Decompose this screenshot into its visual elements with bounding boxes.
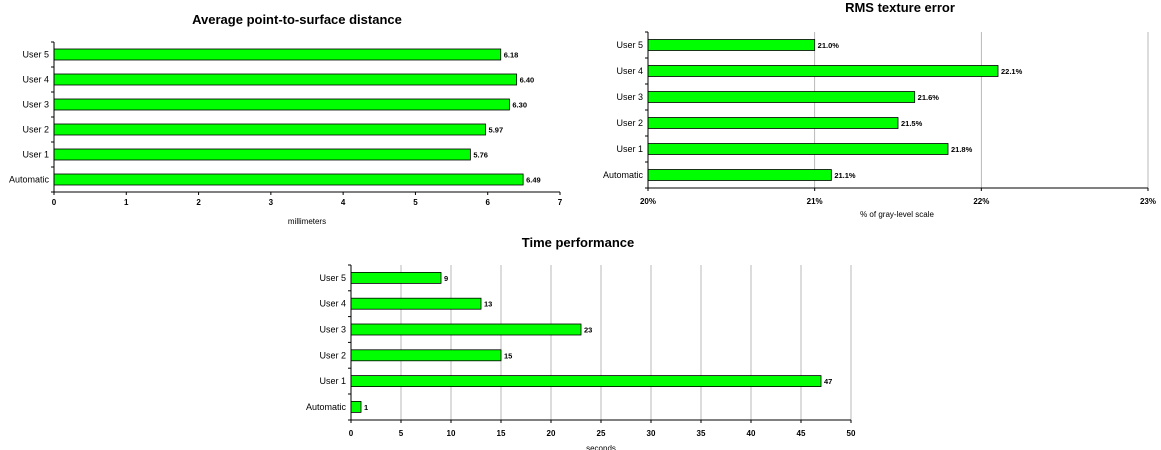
chart-rms-texture-error: RMS texture error User 5 21.0% User 4 22.1%… — [603, 0, 1156, 219]
x-tick-label: 10 — [447, 429, 456, 438]
x-tick-label: 6 — [485, 198, 490, 207]
x-tick-label: 5 — [399, 429, 404, 438]
x-tick-label: 0 — [349, 429, 354, 438]
chart-title: Time performance — [522, 235, 634, 250]
bar — [53, 98, 510, 111]
bar — [647, 169, 832, 181]
category-label: User 4 — [22, 75, 49, 85]
category-label: User 2 — [22, 125, 49, 135]
bar — [53, 123, 486, 136]
bar — [350, 400, 362, 413]
bar — [647, 39, 816, 51]
x-tick-label: 20 — [547, 429, 556, 438]
bar — [53, 173, 524, 186]
value-label: 23 — [584, 326, 592, 335]
x-tick-label: 0 — [52, 198, 57, 207]
bar — [647, 91, 916, 103]
bar — [647, 65, 999, 77]
value-label: 6.18 — [504, 51, 519, 60]
value-label: 15 — [504, 351, 512, 360]
x-tick-label: 1 — [124, 198, 129, 207]
bar — [350, 323, 582, 336]
value-label: 21.5% — [901, 119, 923, 128]
value-label: 6.30 — [512, 101, 527, 110]
x-tick-label: 35 — [697, 429, 706, 438]
category-label: User 2 — [616, 118, 643, 128]
value-label: 21.8% — [951, 145, 973, 154]
x-tick-label: 45 — [797, 429, 806, 438]
bar — [647, 117, 899, 129]
bar — [350, 271, 442, 284]
x-tick-label: 4 — [341, 198, 346, 207]
bar — [350, 297, 482, 310]
x-axis-label: % of gray-level scale — [860, 210, 934, 219]
x-tick-label: 2 — [196, 198, 201, 207]
bar — [53, 148, 471, 161]
x-axis-label: seconds — [586, 444, 616, 450]
bar — [53, 73, 518, 86]
category-label: User 5 — [22, 50, 49, 60]
chart-title: RMS texture error — [845, 0, 955, 15]
x-tick-label: 50 — [847, 429, 856, 438]
value-label: 22.1% — [1001, 67, 1023, 76]
x-tick-label: 5 — [413, 198, 418, 207]
category-label: User 4 — [319, 299, 346, 309]
x-axis-label: millimeters — [288, 217, 326, 226]
category-label: User 4 — [616, 66, 643, 76]
x-tick-label: 30 — [647, 429, 656, 438]
category-label: User 5 — [616, 40, 643, 50]
x-tick-label: 20% — [640, 197, 656, 206]
bar — [350, 349, 502, 362]
chart-title: Average point-to-surface distance — [192, 12, 402, 27]
value-label: 21.0% — [818, 41, 840, 50]
bar — [647, 143, 949, 155]
category-label: User 1 — [319, 376, 346, 386]
value-label: 9 — [444, 274, 448, 283]
x-tick-label: 15 — [497, 429, 506, 438]
bar — [53, 48, 502, 61]
chart-point-to-surface: Average point-to-surface distance User 5… — [9, 12, 563, 226]
value-label: 5.97 — [489, 126, 504, 135]
value-label: 21.6% — [918, 93, 940, 102]
value-label: 6.49 — [526, 176, 541, 185]
x-tick-label: 7 — [558, 198, 563, 207]
chart-time-performance: Time performance User 5 9 User 4 13 User 3 23… — [306, 235, 856, 450]
category-label: Automatic — [306, 402, 347, 412]
x-tick-label: 3 — [269, 198, 274, 207]
category-label: Automatic — [603, 170, 644, 180]
category-label: Automatic — [9, 175, 50, 185]
category-label: User 2 — [319, 350, 346, 360]
x-tick-label: 40 — [747, 429, 756, 438]
value-label: 6.40 — [520, 76, 535, 85]
value-label: 47 — [824, 377, 832, 386]
value-label: 1 — [364, 403, 368, 412]
x-tick-label: 21% — [807, 197, 823, 206]
bar — [350, 375, 822, 388]
category-label: User 5 — [319, 273, 346, 283]
value-label: 21.1% — [834, 171, 856, 180]
value-label: 5.76 — [473, 151, 488, 160]
category-label: User 1 — [22, 150, 49, 160]
category-label: User 3 — [22, 100, 49, 110]
category-label: User 3 — [616, 92, 643, 102]
x-tick-label: 22% — [973, 197, 989, 206]
category-label: User 1 — [616, 144, 643, 154]
value-label: 13 — [484, 300, 492, 309]
x-tick-label: 23% — [1140, 197, 1156, 206]
x-tick-label: 25 — [597, 429, 606, 438]
category-label: User 3 — [319, 325, 346, 335]
